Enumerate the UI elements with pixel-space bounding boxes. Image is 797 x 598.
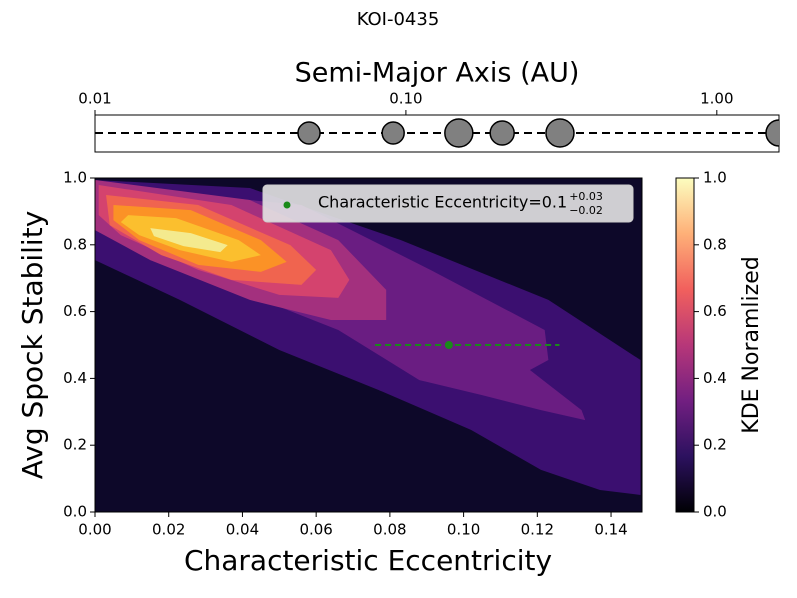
- x-axis-label: Characteristic Eccentricity: [184, 544, 552, 577]
- x-tick-label: 0.04: [226, 521, 259, 539]
- colorbar-tick-label: 0.6: [703, 302, 727, 320]
- colorbar-tick-label: 1.0: [703, 169, 727, 187]
- legend-sup: +0.03: [569, 190, 603, 203]
- y-tick-label: 0.4: [63, 369, 87, 387]
- point: [444, 341, 453, 349]
- plot-area: [95, 178, 642, 512]
- planet: [297, 121, 321, 145]
- colorbar-tick-label: 0.0: [703, 503, 727, 521]
- x-tick-label: 0.02: [152, 521, 185, 539]
- contour-fill: [150, 228, 228, 253]
- y-tick-label: 1.0: [63, 169, 87, 187]
- legend: [262, 184, 634, 223]
- y-tick-label: 0.6: [63, 302, 87, 320]
- planets: [297, 118, 779, 148]
- legend-marker: [283, 201, 291, 209]
- x-tick-label: 0.00: [78, 521, 111, 539]
- colorbar-tick-label: 0.4: [703, 369, 727, 387]
- planet: [444, 118, 474, 148]
- x-tick-label: 0.14: [594, 521, 627, 539]
- planet: [545, 118, 575, 148]
- x-tick-label: 0.12: [521, 521, 554, 539]
- planet: [765, 119, 779, 147]
- colorbar: [675, 177, 695, 513]
- x-tick-label: 0.01: [78, 90, 111, 108]
- y-tick-label: 0.0: [63, 503, 87, 521]
- x-tick-label: 1.00: [700, 90, 733, 108]
- colorbar-label: KDE Noramlized: [739, 256, 764, 433]
- y-axis-label: Avg Spock Stability: [16, 211, 49, 480]
- colorbar-tick-label: 0.2: [703, 436, 727, 454]
- x-axis-label: Semi-Major Axis (AU): [295, 58, 580, 89]
- legend-label: Characteristic Eccentricity=0.1: [318, 193, 567, 212]
- figure-title: KOI-0435: [357, 9, 440, 30]
- x-tick-label: 0.10: [447, 521, 480, 539]
- colorbar-tick-label: 0.8: [703, 235, 727, 253]
- y-tick-label: 0.8: [63, 235, 87, 253]
- x-tick-label: 0.06: [299, 521, 332, 539]
- main-frame: [94, 177, 643, 513]
- y-tick-label: 0.2: [63, 436, 87, 454]
- x-tick-label: 0.08: [373, 521, 406, 539]
- planet: [381, 121, 405, 145]
- legend-sub: −0.02: [569, 204, 603, 217]
- x-tick-label: 0.10: [389, 90, 422, 108]
- planet: [489, 120, 515, 146]
